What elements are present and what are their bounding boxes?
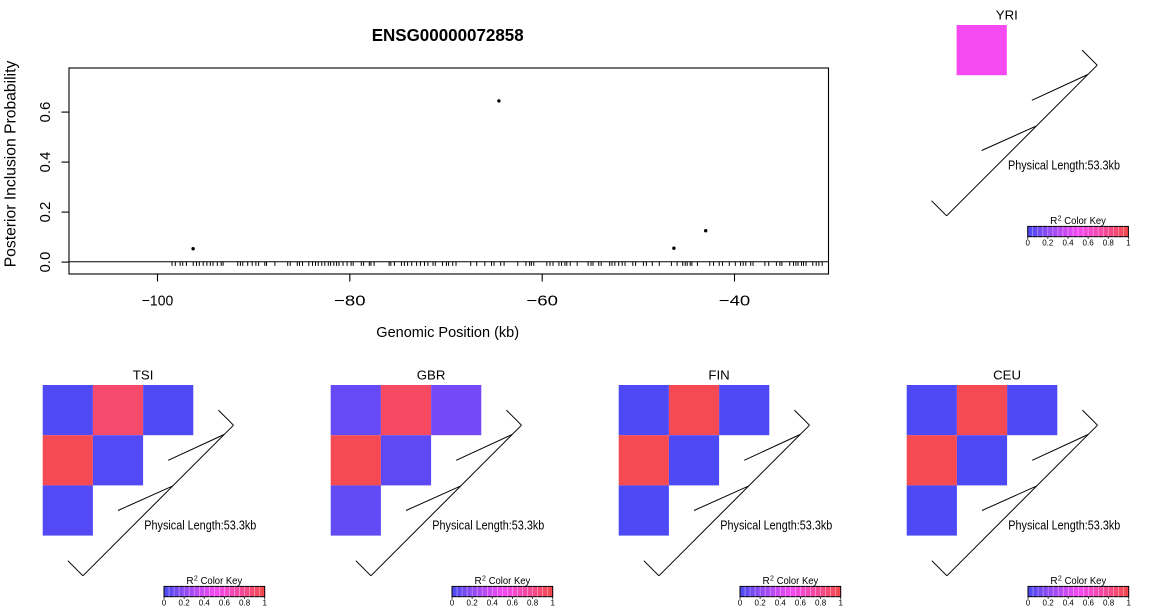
svg-text:−100: −100: [142, 293, 174, 310]
svg-text:FIN: FIN: [708, 369, 729, 383]
svg-text:0.6: 0.6: [219, 598, 231, 607]
svg-text:−80: −80: [334, 293, 366, 310]
svg-text:R: R: [1050, 576, 1057, 587]
svg-text:Physical Length:53.3kb: Physical Length:53.3kb: [144, 519, 256, 533]
svg-text:0.8: 0.8: [815, 598, 827, 607]
svg-text:0: 0: [1026, 598, 1031, 607]
svg-text:Physical Length:53.3kb: Physical Length:53.3kb: [1008, 159, 1120, 173]
svg-text:Color Key: Color Key: [1065, 576, 1107, 587]
svg-text:0.4: 0.4: [1063, 598, 1075, 607]
svg-text:1: 1: [1126, 238, 1131, 247]
svg-text:0.2: 0.2: [37, 202, 54, 223]
svg-text:0.8: 0.8: [527, 598, 539, 607]
svg-text:Physical Length:53.3kb: Physical Length:53.3kb: [1008, 519, 1120, 533]
svg-text:0.8: 0.8: [239, 598, 251, 607]
svg-text:GBR: GBR: [417, 369, 446, 383]
svg-text:R: R: [763, 576, 770, 587]
svg-text:2: 2: [194, 575, 198, 582]
svg-text:R: R: [1050, 216, 1057, 227]
svg-text:TSI: TSI: [133, 369, 154, 383]
svg-text:Color Key: Color Key: [489, 576, 531, 587]
svg-text:2: 2: [1058, 215, 1062, 222]
svg-text:0.8: 0.8: [1103, 238, 1115, 247]
svg-text:R: R: [475, 576, 482, 587]
svg-text:0: 0: [1025, 238, 1030, 247]
svg-text:Color Key: Color Key: [777, 576, 819, 587]
svg-text:0.2: 0.2: [1042, 238, 1054, 247]
svg-text:0.4: 0.4: [775, 598, 787, 607]
svg-text:0.4: 0.4: [1062, 238, 1074, 247]
svg-text:0.6: 0.6: [1083, 598, 1095, 607]
svg-text:0.2: 0.2: [755, 598, 767, 607]
svg-text:0.4: 0.4: [487, 598, 499, 607]
svg-text:0.6: 0.6: [795, 598, 807, 607]
svg-text:Physical Length:53.3kb: Physical Length:53.3kb: [720, 519, 832, 533]
svg-text:0.6: 0.6: [37, 102, 54, 123]
svg-text:0.6: 0.6: [1083, 238, 1095, 247]
svg-text:0.4: 0.4: [37, 152, 54, 173]
svg-text:R: R: [186, 576, 193, 587]
svg-text:0.2: 0.2: [467, 598, 479, 607]
svg-text:1: 1: [838, 598, 843, 607]
svg-text:2: 2: [1058, 575, 1062, 582]
svg-text:0.0: 0.0: [37, 252, 54, 273]
svg-text:−40: −40: [719, 293, 751, 310]
svg-text:1: 1: [1126, 598, 1131, 607]
svg-text:ENSG00000072858: ENSG00000072858: [372, 25, 524, 45]
svg-text:2: 2: [770, 575, 774, 582]
svg-text:Posterior Inclusion Probabilit: Posterior Inclusion Probability: [3, 60, 20, 267]
svg-text:0.6: 0.6: [507, 598, 519, 607]
svg-text:−60: −60: [526, 293, 558, 310]
svg-text:0: 0: [162, 598, 167, 607]
svg-text:CEU: CEU: [993, 369, 1021, 383]
svg-text:0.8: 0.8: [1103, 598, 1115, 607]
svg-text:1: 1: [550, 598, 555, 607]
svg-text:0.4: 0.4: [199, 598, 211, 607]
svg-text:2: 2: [482, 575, 486, 582]
svg-text:Physical Length:53.3kb: Physical Length:53.3kb: [432, 519, 544, 533]
svg-text:YRI: YRI: [996, 9, 1018, 23]
svg-text:Genomic Position (kb): Genomic Position (kb): [376, 325, 519, 341]
svg-text:1: 1: [262, 598, 267, 607]
svg-text:Color Key: Color Key: [1064, 216, 1106, 227]
svg-text:0.2: 0.2: [179, 598, 191, 607]
svg-text:0: 0: [738, 598, 743, 607]
svg-text:Color Key: Color Key: [201, 576, 243, 587]
svg-text:0.2: 0.2: [1043, 598, 1055, 607]
svg-text:0: 0: [450, 598, 455, 607]
